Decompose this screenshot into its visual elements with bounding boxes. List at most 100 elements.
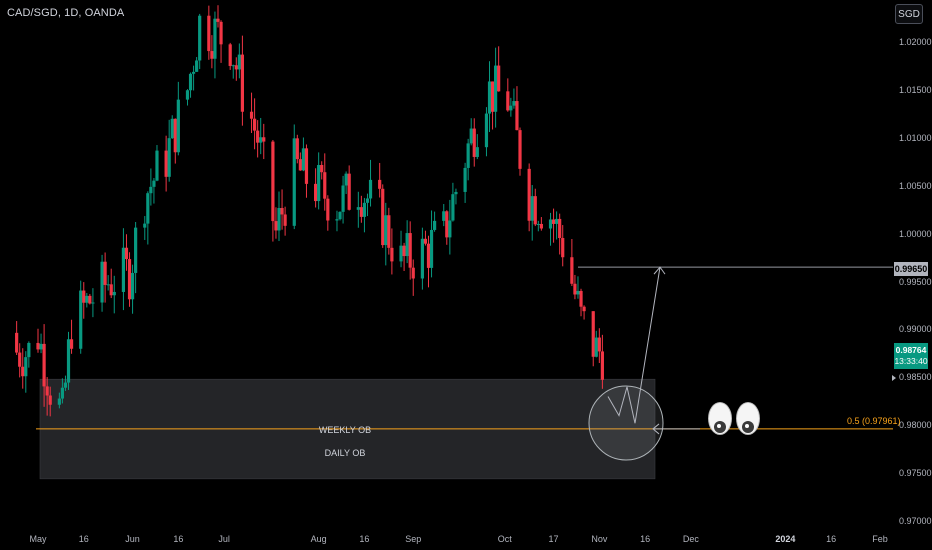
price-tick-label: 1.01500 [899,84,932,95]
candle [298,152,302,171]
candle [536,220,540,232]
candle [231,64,235,79]
candle [164,135,168,192]
target-price-tag: 0.99650 [894,262,928,276]
candle [18,343,22,378]
candle [317,152,321,210]
candle [85,293,89,308]
candle [527,163,531,232]
candle [213,11,217,79]
candle [228,42,232,70]
candle [24,351,28,393]
candle [359,195,363,223]
candle [423,230,428,246]
candle [191,65,196,91]
candle [82,282,86,319]
candle [170,115,174,139]
time-tick-label: Nov [591,534,608,544]
candle [390,228,394,275]
candle [442,204,446,227]
time-tick-label: 17 [548,534,559,544]
candle [420,227,424,290]
candle [60,378,65,404]
candle [597,328,601,363]
candle [283,206,287,236]
candle [195,57,199,72]
candle [509,97,513,117]
candle [555,211,559,240]
price-tick-label: 0.97000 [899,516,932,526]
candle [176,81,180,156]
candle [79,280,83,354]
candle [512,88,516,109]
candle [356,191,360,228]
candle [57,392,61,409]
bar-countdown: 13:33:40 [894,356,928,366]
candle [173,118,177,164]
candle [146,191,150,245]
candlestick-series [15,5,604,417]
candle [326,195,330,231]
candle [347,165,351,211]
candle [600,334,604,389]
candle [256,120,260,158]
highlight-circle[interactable] [588,385,664,461]
candle [295,134,299,164]
time-tick-label: 16 [359,534,370,544]
candle [463,162,467,203]
candle [448,199,452,255]
price-tick-label: 1.01000 [899,132,932,143]
candle [152,177,156,204]
time-tick-label: Sep [405,534,422,544]
chart-title: CAD/SGD, 1D, OANDA [7,7,125,19]
candle [362,197,367,233]
candle [484,107,489,157]
candle [103,252,107,303]
candle [451,182,455,222]
candle [106,275,110,291]
candle [112,275,116,314]
fib-level-label: 0.5 (0.97961) [847,416,901,426]
candle [42,324,46,407]
candle [426,235,431,288]
price-tick-label: 1.00500 [899,180,932,191]
price-tick-label: 0.99500 [899,276,932,287]
candle [253,98,257,150]
candle [39,333,43,354]
price-tick-label: 0.99000 [899,324,932,335]
candle [207,5,211,60]
candle [365,193,370,217]
candle [338,211,342,221]
candle [368,159,373,207]
candle [402,242,406,272]
candle [69,319,74,354]
candle [121,228,126,311]
candle [292,124,296,230]
candle [579,288,583,317]
candle [405,220,409,264]
candle [63,375,68,391]
candle [237,43,241,79]
daily-ob-label: DAILY OB [324,448,366,458]
candle [387,207,391,255]
candle [466,138,470,181]
candle [149,168,153,206]
candle [274,207,278,239]
time-tick-label: May [29,534,47,544]
candle [561,225,565,267]
candle [27,341,31,368]
candle [475,134,479,160]
candle [15,321,19,355]
projection-path[interactable] [607,267,661,424]
candle [594,330,598,358]
currency-button[interactable]: SGD [895,4,923,24]
candle [124,234,129,271]
candle [518,127,522,176]
candle [271,139,275,242]
candle [130,264,135,314]
time-tick-label: 16 [640,534,651,544]
time-tick-label: Dec [682,534,699,544]
candle [262,123,266,160]
candle [454,188,458,205]
